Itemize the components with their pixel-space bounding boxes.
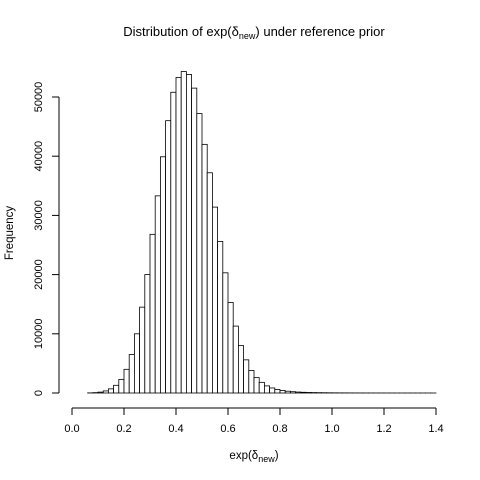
chart-title-symbol: δ: [232, 24, 239, 39]
histogram-bar: [191, 87, 198, 394]
x-tick-label: 0.6: [220, 423, 235, 435]
histogram-bar: [196, 113, 203, 394]
x-tick-label: 1.4: [428, 423, 443, 435]
histogram-bar: [102, 390, 109, 394]
x-axis-title: exp(δnew): [229, 450, 278, 464]
histogram-bar: [118, 378, 125, 394]
x-tick-label: 0.2: [116, 423, 131, 435]
histogram-bar: [97, 391, 104, 394]
histogram-bar: [237, 345, 244, 394]
y-tick-label: 40000: [33, 141, 45, 172]
histogram-bar: [300, 391, 307, 394]
histogram-bar: [165, 120, 172, 394]
chart-title: Distribution of exp(δnew) under referenc…: [123, 24, 385, 41]
histogram-bar: [201, 143, 208, 394]
histogram-bar: [248, 370, 255, 394]
histogram-bar: [269, 387, 276, 394]
chart-title-prefix: Distribution of exp(: [123, 24, 232, 39]
histogram-bar: [133, 333, 140, 394]
histogram-bar: [222, 272, 229, 394]
histogram-bar: [149, 233, 156, 394]
x-tick-label: 1.0: [324, 423, 339, 435]
histogram-bar: [123, 368, 130, 394]
histogram-bar: [274, 389, 281, 394]
chart-title-subscript: new: [239, 31, 256, 41]
histogram-bar: [159, 156, 166, 394]
histogram-bar: [154, 195, 161, 394]
x-axis-ticks: 0.0 0.2 0.4 0.6 0.8 1.0 1.2 1.4: [64, 408, 444, 435]
histogram-bar: [139, 306, 146, 394]
histogram-bar: [263, 385, 270, 394]
histogram-bar: [128, 354, 135, 394]
histogram-bar: [305, 392, 312, 394]
x-axis-title-prefix: exp(: [229, 450, 252, 462]
x-tick-label: 0.4: [168, 423, 183, 435]
histogram-bar: [295, 391, 302, 394]
histogram-bar: [243, 359, 250, 394]
histogram-bar: [284, 390, 291, 394]
histogram-bar: [206, 172, 213, 394]
histogram-bar: [113, 384, 120, 394]
y-axis-ticks: 0 10000 20000 30000 40000 50000: [33, 82, 59, 396]
y-tick-label: 0: [33, 390, 45, 396]
histogram-bars: [87, 71, 437, 394]
histogram-bar: [227, 302, 234, 394]
x-axis-title-suffix: ): [275, 450, 279, 462]
y-tick-label: 50000: [33, 82, 45, 113]
histogram-bar: [217, 241, 224, 394]
x-tick-label: 0.0: [64, 423, 79, 435]
y-axis-title: Frequency: [4, 206, 16, 261]
x-axis-title-subscript: new: [258, 454, 275, 464]
histogram-bar: [279, 390, 286, 394]
chart-title-suffix: ) under reference prior: [255, 24, 385, 39]
x-axis-title-symbol: δ: [252, 450, 258, 462]
histogram-bar: [144, 274, 151, 394]
histogram-bar: [289, 391, 296, 394]
histogram-bar: [211, 206, 218, 394]
histogram-bar: [175, 77, 182, 394]
histogram-bar: [253, 377, 260, 394]
histogram-bar: [232, 325, 239, 394]
histogram-bar: [180, 71, 187, 394]
x-tick-label: 0.8: [272, 423, 287, 435]
y-tick-label: 30000: [33, 200, 45, 231]
histogram-bar: [108, 388, 115, 394]
y-tick-label: 10000: [33, 319, 45, 350]
histogram-bar: [258, 381, 265, 394]
x-tick-label: 1.2: [376, 423, 391, 435]
histogram-bar: [185, 74, 192, 394]
y-tick-label: 20000: [33, 259, 45, 290]
histogram-bar: [170, 91, 177, 394]
